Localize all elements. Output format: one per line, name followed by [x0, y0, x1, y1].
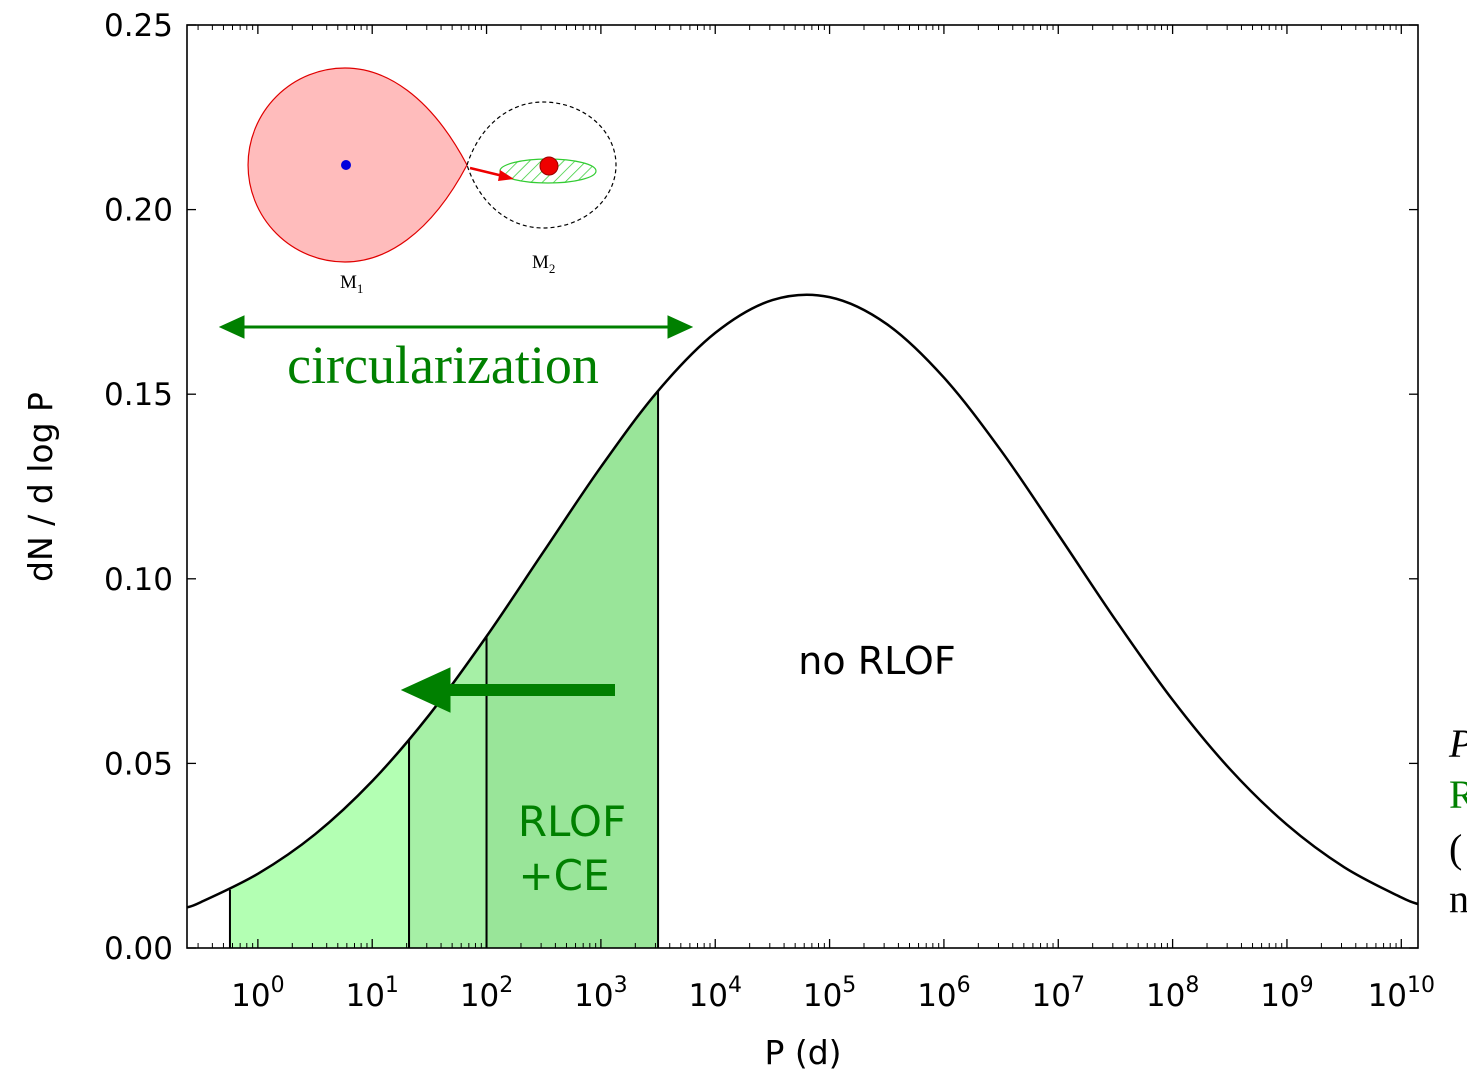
x-tick-base: 10: [1146, 978, 1185, 1014]
y-tick-label: 0.10: [104, 562, 173, 598]
x-tick-base: 10: [574, 978, 613, 1014]
x-tick-exponent: 9: [1300, 973, 1314, 998]
roche-lobe-2: [466, 101, 617, 229]
x-tick-label: 107: [1032, 973, 1085, 1014]
x-tick-label: 102: [460, 973, 513, 1014]
plot: [186, 293, 1419, 909]
no-rlof-label: no RLOF: [798, 639, 955, 683]
x-tick-exponent: 6: [957, 973, 971, 998]
m1-label: M1: [340, 272, 363, 296]
caption-fragment: P: [1448, 721, 1467, 766]
x-tick-label: 104: [689, 973, 742, 1014]
x-tick-base: 10: [1032, 978, 1071, 1014]
x-tick-label: 105: [803, 973, 856, 1014]
x-tick-exponent: 1: [385, 973, 399, 998]
x-tick-label: 106: [917, 973, 970, 1014]
x-tick-label: 100: [231, 973, 284, 1014]
m2-label: M2: [532, 252, 555, 276]
caption-fragment: R: [1449, 772, 1467, 817]
circularization-arrow: [218, 315, 694, 339]
regions: [228, 390, 660, 948]
x-tick-base: 10: [917, 978, 956, 1014]
x-tick-exponent: 8: [1185, 973, 1199, 998]
x-tick-base: 10: [689, 978, 728, 1014]
caption-fragment: n: [1449, 876, 1467, 921]
binary-diagram: [247, 67, 617, 263]
x-tick-exponent: 4: [728, 973, 742, 998]
rlof-label: RLOF: [518, 797, 626, 846]
x-tick-exponent: 10: [1407, 973, 1435, 998]
stream-head: [498, 170, 514, 181]
x-tick-exponent: 5: [842, 973, 856, 998]
x-tick-label: 101: [345, 973, 398, 1014]
region: [229, 739, 410, 948]
y-tick-label: 0.25: [104, 8, 173, 44]
shift-arrow: [400, 667, 615, 713]
x-tick-exponent: 2: [499, 973, 513, 998]
m2-sub: 2: [549, 261, 556, 276]
x-tick-exponent: 7: [1071, 973, 1085, 998]
y-tick-label: 0.05: [104, 746, 173, 782]
x-tick-exponent: 0: [271, 973, 285, 998]
y-tick-label: 0.00: [104, 931, 173, 967]
m1: M: [340, 272, 357, 293]
distribution-curve: [186, 293, 1419, 909]
x-tick-base: 10: [803, 978, 842, 1014]
arrow-head: [400, 667, 451, 713]
roche-lobe: [247, 67, 468, 263]
y-tick-label: 0.20: [104, 193, 173, 229]
y-tick-label: 0.15: [104, 377, 173, 413]
caption-fragment: (: [1449, 826, 1462, 871]
x-tick-label: 108: [1146, 973, 1199, 1014]
arrow-head: [218, 315, 245, 339]
x-tick-base: 10: [460, 978, 499, 1014]
axes-frame: [186, 24, 1419, 949]
star-1: [341, 160, 351, 170]
x-axis-label: P (d): [764, 1033, 841, 1072]
x-tick-base: 10: [1368, 978, 1407, 1014]
x-tick-base: 10: [1260, 978, 1299, 1014]
stream: [469, 166, 504, 178]
m1-sub: 1: [357, 281, 364, 296]
x-tick-base: 10: [231, 978, 270, 1014]
x-tick-exponent: 3: [614, 973, 628, 998]
x-tick-label: 103: [574, 973, 627, 1014]
arrow-head: [667, 315, 694, 339]
x-tick-label: 109: [1260, 973, 1313, 1014]
region: [409, 636, 487, 948]
circularization-label: circularization: [287, 335, 599, 395]
x-tick-base: 10: [345, 978, 384, 1014]
ce-label: +CE: [518, 851, 609, 900]
y-axis-label: dN / d log P: [21, 392, 60, 582]
region: [486, 390, 659, 948]
star-2: [539, 156, 559, 176]
x-tick-label: 1010: [1368, 973, 1435, 1014]
m2: M: [532, 252, 549, 273]
